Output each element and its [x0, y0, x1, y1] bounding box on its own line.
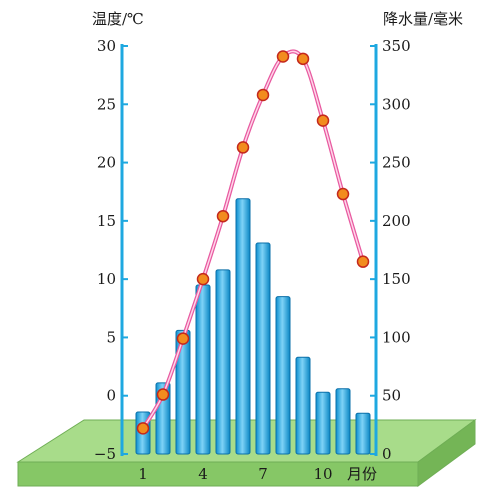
left-tick-label: −5 [94, 445, 116, 463]
right-tick-label: 50 [382, 387, 401, 405]
right-tick-label: 350 [382, 37, 411, 55]
x-tick-label: 10 [313, 465, 332, 483]
temperature-point-month-5 [216, 209, 230, 223]
left-tick-label: 5 [106, 328, 116, 346]
x-tick-label: 4 [198, 465, 208, 483]
temperature-point-month-2 [156, 388, 170, 401]
x-axis-labels: 1 4 7 10 [138, 465, 332, 483]
left-axis-title: 温度/℃ [92, 10, 144, 28]
precipitation-bar-month-6 [235, 198, 251, 455]
x-tick-label: 1 [138, 465, 148, 483]
left-tick-label: 10 [97, 270, 116, 288]
precipitation-bars [135, 198, 371, 455]
temperature-point-month-12 [356, 255, 370, 268]
precipitation-bar-month-8 [275, 296, 291, 455]
temperature-point-month-11 [336, 187, 350, 201]
precipitation-bar-month-3 [175, 329, 191, 455]
temperature-point-month-7 [256, 88, 270, 102]
temperature-line [136, 49, 370, 435]
precipitation-bar-month-12 [355, 412, 371, 455]
precipitation-bar-month-7 [255, 242, 271, 455]
left-tick-label: 25 [97, 95, 116, 113]
precipitation-bar-month-9 [295, 356, 311, 455]
temperature-point-month-1 [136, 422, 150, 435]
right-tick-label: 0 [382, 445, 392, 463]
precipitation-bar-month-4 [195, 284, 211, 455]
precipitation-bar-month-5 [215, 269, 231, 455]
right-tick-label: 250 [382, 154, 411, 172]
precipitation-bar-month-10 [315, 391, 331, 455]
temperature-point-month-9 [296, 52, 310, 66]
temperature-point-month-6 [236, 141, 250, 154]
left-tick-label: 30 [97, 37, 116, 55]
ground-side [417, 419, 476, 487]
precipitation-bar-month-11 [335, 388, 351, 455]
right-axis-ticks: 0 50 100 150 200 250 300 350 [370, 37, 411, 463]
x-tick-label: 7 [258, 465, 268, 483]
right-tick-label: 150 [382, 270, 411, 288]
left-tick-label: 0 [106, 387, 116, 405]
temperature-point-month-4 [196, 272, 210, 286]
left-tick-label: 15 [97, 212, 116, 230]
temperature-point-month-8 [276, 50, 290, 63]
temperature-point-month-3 [176, 332, 190, 345]
right-tick-label: 300 [382, 95, 411, 113]
right-axis-title: 降水量/毫米 [383, 10, 463, 28]
left-tick-label: 20 [97, 154, 116, 172]
left-axis-ticks: −5 0 5 10 15 20 25 30 [94, 37, 128, 463]
right-tick-label: 100 [382, 328, 411, 346]
right-tick-label: 200 [382, 212, 411, 230]
temperature-point-month-10 [316, 114, 330, 127]
x-axis-unit: 月份 [347, 465, 377, 483]
